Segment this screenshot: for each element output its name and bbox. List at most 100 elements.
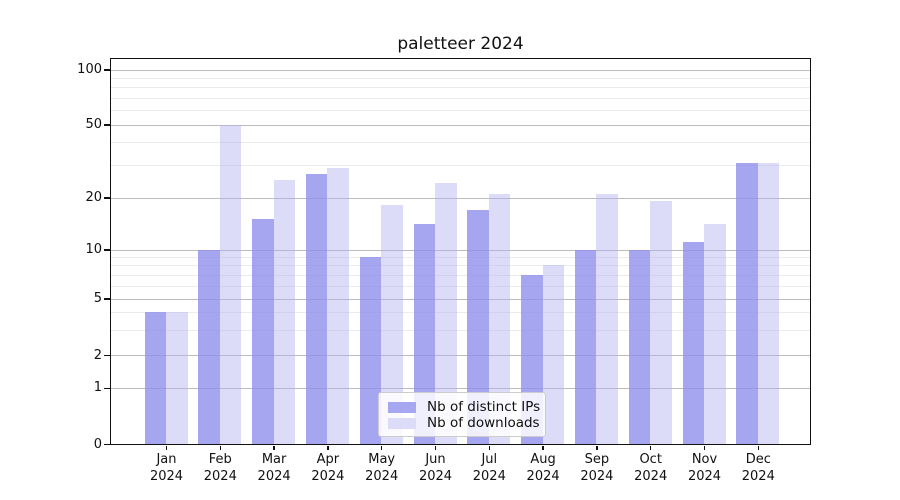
bar-downloads-oct: [650, 201, 672, 444]
y-tick: [104, 69, 110, 71]
gridline-major: [110, 249, 810, 251]
gridline-major: [110, 124, 810, 126]
gridline-major: [110, 387, 810, 389]
bar-downloads-aug: [542, 265, 565, 444]
y-tick: [104, 249, 110, 251]
x-tick-year: 2024: [203, 469, 237, 484]
x-tick: [649, 446, 652, 450]
gridline-minor: [110, 256, 810, 258]
x-tick: [542, 446, 544, 450]
bar-ips-dec: [736, 162, 758, 444]
bar-downloads-jan: [166, 312, 188, 444]
gridline-minor: [110, 329, 810, 331]
x-tick-label: Jun 2024: [404, 451, 468, 486]
gridline-minor: [110, 265, 810, 267]
x-tick-label: Apr 2024: [296, 451, 360, 486]
bar-downloads-sep: [596, 193, 618, 444]
x-tick-label: Mar 2024: [242, 451, 306, 486]
y-tick-label: 20: [85, 190, 102, 205]
x-tick-label: Jul 2024: [457, 451, 521, 486]
x-tick-month: Oct: [639, 451, 662, 467]
x-tick-year: 2024: [472, 469, 506, 484]
bar-downloads-may: [381, 205, 403, 444]
y-tick: [104, 443, 110, 446]
x-tick-year: 2024: [741, 469, 775, 484]
x-tick-year: 2024: [257, 469, 291, 484]
y-tick-label: 50: [85, 117, 102, 132]
gridline-major: [110, 69, 810, 71]
y-tick: [104, 124, 110, 126]
bar-downloads-mar: [273, 179, 296, 444]
x-tick-label: Jan 2024: [135, 451, 199, 486]
y-tick: [104, 197, 110, 199]
x-tick-label: Feb 2024: [188, 451, 252, 486]
bar-ips-sep: [574, 249, 597, 444]
gridline-minor: [110, 77, 810, 79]
x-tick-year: 2024: [634, 469, 668, 484]
x-tick-month: Aug: [530, 451, 556, 467]
x-tick-year: 2024: [526, 469, 560, 484]
gridline-minor: [110, 165, 810, 167]
y-tick: [104, 354, 110, 357]
bar-ips-may: [359, 256, 382, 444]
x-tick-month: Jul: [481, 451, 498, 467]
x-tick: [273, 446, 275, 450]
y-tick-label: 0: [93, 436, 102, 452]
legend-swatch-distinct-ips-icon: [388, 401, 416, 413]
x-tick: [219, 446, 222, 450]
bar-ips-jan: [144, 312, 166, 444]
gridline-major: [110, 197, 810, 199]
x-tick-year: 2024: [687, 469, 722, 484]
x-tick-month: Dec: [745, 451, 771, 467]
x-tick: [165, 446, 168, 450]
legend-item-downloads: Nb of downloads: [388, 415, 540, 431]
bar-downloads-feb: [219, 124, 242, 444]
bar-ips-jul: [467, 209, 489, 444]
y-tick: [104, 298, 110, 300]
x-tick: [596, 446, 598, 450]
x-tick-label: May 2024: [350, 451, 414, 486]
x-tick: [757, 446, 760, 450]
gridline-minor: [110, 87, 810, 89]
legend-label-distinct-ips: Nb of distinct IPs: [427, 399, 541, 415]
bar-ips-nov: [682, 242, 704, 444]
x-tick-month: Sep: [584, 451, 610, 467]
x-tick: [434, 446, 437, 450]
x-tick-label: Oct 2024: [619, 451, 683, 486]
gridline-minor: [110, 285, 810, 287]
y-tick-label: 1: [93, 380, 102, 396]
bar-downloads-jul: [488, 193, 511, 444]
x-tick-year: 2024: [365, 469, 399, 484]
bar-downloads-dec: [757, 162, 780, 444]
bar-ips-jun: [413, 224, 435, 444]
y-tick-label: 10: [85, 242, 102, 257]
x-tick-month: Nov: [691, 451, 718, 467]
bar-ips-mar: [252, 219, 274, 444]
bar-downloads-jun: [435, 182, 457, 444]
gridline-major: [110, 355, 810, 356]
y-tick-label: 5: [93, 291, 102, 306]
bar-downloads-apr: [327, 167, 349, 444]
bar-downloads-nov: [704, 224, 726, 444]
legend: Nb of distinct IPs Nb of downloads: [378, 392, 546, 437]
legend-swatch-downloads-icon: [388, 417, 416, 429]
x-tick: [380, 446, 383, 450]
gridline-major: [110, 298, 810, 300]
plot-area: [109, 58, 811, 445]
x-tick-label: Sep 2024: [565, 451, 629, 486]
bar-ips-oct: [628, 249, 651, 444]
x-tick-month: May: [368, 451, 396, 467]
x-tick-month: Feb: [208, 451, 232, 467]
x-tick-month: Jun: [425, 451, 446, 467]
bar-ips-apr: [305, 173, 328, 444]
x-tick-month: Mar: [261, 451, 287, 467]
legend-item-distinct-ips: Nb of distinct IPs: [388, 399, 540, 415]
x-tick-year: 2024: [149, 469, 184, 484]
y-tick-label: 100: [77, 62, 102, 77]
gridline-minor: [110, 312, 810, 314]
x-tick-year: 2024: [311, 469, 345, 484]
y-tick: [104, 387, 110, 390]
x-tick-label: Nov 2024: [673, 451, 737, 486]
x-tick: [327, 446, 329, 450]
